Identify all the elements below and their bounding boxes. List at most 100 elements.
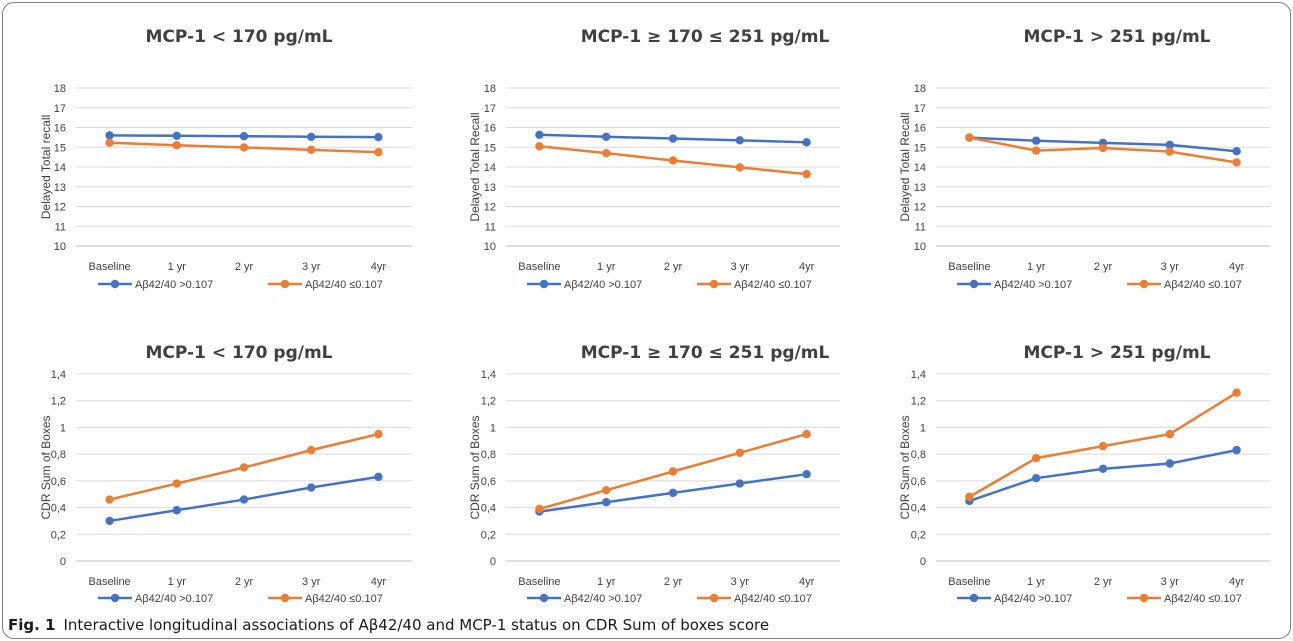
- data-point: [602, 148, 611, 158]
- data-point: [602, 132, 611, 141]
- data-point: [172, 131, 181, 140]
- y-axis-label: Delayed Total Recall: [898, 112, 912, 221]
- data-point: [105, 131, 114, 140]
- data-point: [535, 142, 544, 151]
- y-tick-label: 14: [484, 162, 496, 174]
- data-point: [1032, 453, 1041, 463]
- y-axis-label: Delayed Total recall: [39, 115, 53, 220]
- data-point: [307, 132, 316, 141]
- data-point: [802, 429, 811, 439]
- x-tick-label: Baseline: [948, 576, 990, 588]
- y-tick-label: 0,6: [911, 476, 926, 488]
- data-point: [307, 445, 316, 455]
- x-tick-label: 3 yr: [731, 576, 750, 588]
- y-tick-label: 12: [54, 202, 66, 214]
- legend: Aβ42/40 >0.107 Aβ42/40 ≤0.107: [957, 593, 1242, 605]
- y-tick-label: 16: [484, 123, 496, 135]
- data-point: [307, 145, 316, 155]
- x-tick-label: 1 yr: [1027, 261, 1046, 273]
- data-point: [535, 504, 544, 514]
- data-point: [735, 136, 744, 145]
- series-line-1: [968, 448, 1237, 503]
- y-tick-label: 10: [484, 241, 496, 253]
- y-tick-label: 10: [54, 241, 66, 253]
- data-point: [802, 138, 811, 147]
- y-tick-label: 0: [60, 556, 66, 568]
- data-point: [172, 506, 181, 515]
- legend-label: Aβ42/40 ≤0.107: [1164, 593, 1242, 605]
- chart-title: MCP-1 > 251 pg/mL: [1023, 27, 1210, 47]
- legend: Aβ42/40 >0.107 Aβ42/40 ≤0.107: [98, 593, 383, 605]
- y-tick-label: 15: [914, 142, 926, 154]
- legend-marker: [709, 279, 719, 289]
- chart-title: MCP-1 > 251 pg/mL: [1023, 343, 1210, 363]
- y-tick-label: 16: [54, 123, 66, 135]
- data-point: [307, 483, 316, 492]
- y-tick-label: 0,2: [51, 529, 66, 541]
- chart-panel-4: MCP-1 < 170 pg/mL 0 0,2 0,4 0,6 0,8 1 1,2 1,4 Bas…: [39, 343, 412, 605]
- y-tick-label: 17: [914, 103, 926, 115]
- data-point: [965, 133, 974, 142]
- data-point: [1098, 464, 1108, 474]
- legend: Aβ42/40 >0.107 Aβ42/40 ≤0.107: [527, 279, 812, 291]
- y-tick-label: 0,2: [911, 529, 926, 541]
- legend-label: Aβ42/40 ≤0.107: [734, 593, 812, 605]
- y-tick-label: 0,6: [481, 476, 496, 488]
- data-point: [239, 143, 249, 152]
- x-tick-label: 3 yr: [1161, 576, 1180, 588]
- x-tick-label: 1 yr: [597, 576, 616, 588]
- legend: Aβ42/40 >0.107 Aβ42/40 ≤0.107: [98, 279, 383, 291]
- y-tick-label: 1,2: [481, 396, 496, 408]
- x-tick-label: 2 yr: [235, 261, 254, 273]
- y-tick-label: 13: [54, 182, 66, 194]
- data-point: [1232, 445, 1241, 455]
- y-tick-label: 17: [54, 103, 66, 115]
- x-tick-label: Baseline: [948, 261, 990, 273]
- y-tick-label: 0,4: [911, 503, 926, 515]
- data-point: [105, 138, 114, 147]
- x-tick-label: 2 yr: [235, 576, 254, 588]
- x-tick-label: 4yr: [1229, 261, 1245, 273]
- data-point: [1165, 459, 1175, 468]
- chart-panel-1: MCP-1 < 170 pg/mL 10 11 12 13 14 15 16 17 18 Basel…: [39, 27, 412, 291]
- y-tick-label: 1,2: [51, 396, 66, 408]
- y-tick-label: 11: [55, 221, 66, 233]
- chart-panel-3: MCP-1 > 251 pg/mL 10 11 12 13 14 15 16 17 18 Basel…: [898, 27, 1270, 291]
- data-point: [374, 429, 383, 439]
- legend: Aβ42/40 >0.107 Aβ42/40 ≤0.107: [957, 279, 1242, 291]
- x-tick-label: 1 yr: [168, 576, 187, 588]
- chart-title: MCP-1 ≥ 170 ≤ 251 pg/mL: [581, 343, 830, 363]
- x-tick-label: 1 yr: [168, 261, 187, 273]
- chart-title: MCP-1 < 170 pg/mL: [145, 343, 332, 363]
- data-point: [802, 469, 811, 479]
- data-point: [1032, 146, 1041, 155]
- y-tick-label: 1: [60, 422, 66, 434]
- x-tick-label: 4yr: [799, 576, 815, 588]
- y-tick-label: 1: [920, 422, 926, 434]
- y-axis-label: CDR Sum of Boxes: [468, 415, 482, 519]
- y-tick-label: 14: [914, 162, 926, 174]
- data-point: [735, 448, 744, 458]
- y-tick-label: 12: [484, 202, 496, 214]
- y-tick-label: 10: [914, 241, 926, 253]
- data-point: [374, 147, 383, 157]
- data-point: [1165, 429, 1175, 439]
- legend-label: Aβ42/40 >0.107: [135, 593, 213, 605]
- legend-label: Aβ42/40 ≤0.107: [734, 279, 812, 291]
- data-point: [172, 479, 181, 488]
- y-tick-label: 0: [490, 556, 496, 568]
- legend-marker: [1139, 279, 1149, 289]
- y-tick-label: 13: [484, 182, 496, 194]
- legend-marker: [969, 593, 979, 603]
- data-point: [1098, 441, 1108, 451]
- x-tick-label: 4yr: [371, 261, 387, 273]
- data-point: [1165, 147, 1175, 156]
- legend-label: Aβ42/40 >0.107: [994, 279, 1072, 291]
- x-tick-label: 1 yr: [597, 261, 616, 273]
- chart-title: MCP-1 < 170 pg/mL: [145, 27, 332, 47]
- chart-title: MCP-1 ≥ 170 ≤ 251 pg/mL: [581, 27, 830, 47]
- y-tick-label: 18: [484, 83, 496, 95]
- figure-caption: Fig. 1 Interactive longitudinal associati…: [8, 616, 769, 634]
- data-point: [1098, 143, 1108, 153]
- legend-marker: [280, 593, 290, 603]
